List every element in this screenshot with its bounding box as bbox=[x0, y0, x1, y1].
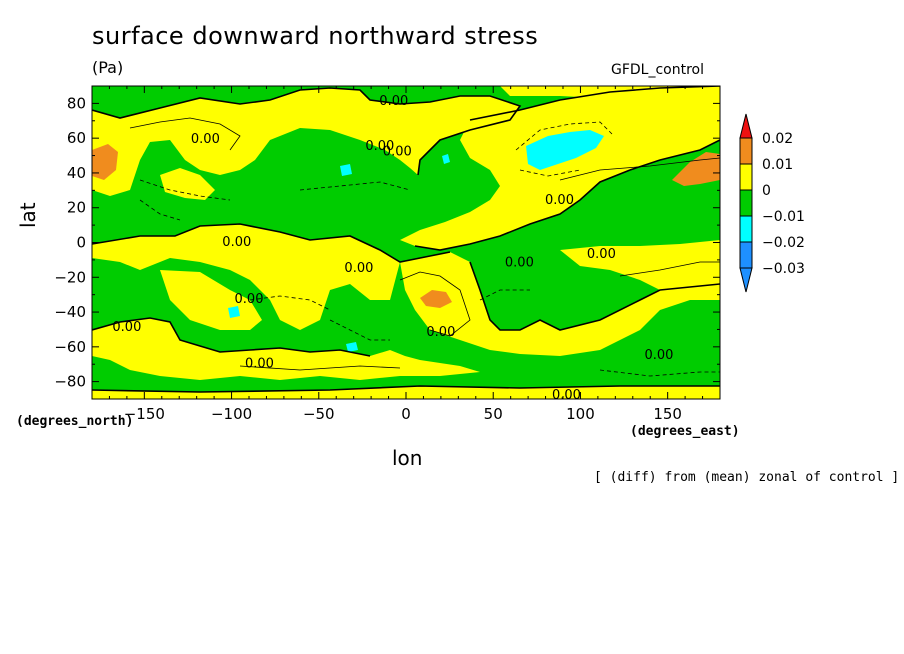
zero-contour-lines bbox=[92, 86, 720, 393]
x-tick-label: 100 bbox=[566, 405, 595, 423]
neg-contour-9 bbox=[479, 289, 530, 301]
contour-label: 0.00 bbox=[545, 193, 574, 208]
colorbar-label: 0 bbox=[762, 183, 771, 199]
zero-contour-eurasia bbox=[469, 86, 720, 121]
x-axis-label: lon bbox=[392, 446, 423, 470]
diff-note: [ (diff) from (mean) zonal of control ] bbox=[594, 470, 900, 485]
x-axis-ticks: −150 −100 −50 0 50 100 150 bbox=[108, 86, 704, 423]
contour-label: 0.00 bbox=[644, 348, 673, 363]
zero-contour-north bbox=[92, 87, 522, 176]
contour-label: 0.00 bbox=[552, 388, 581, 403]
neg-contour-8 bbox=[139, 199, 181, 221]
orange-region-east-45n bbox=[672, 152, 720, 186]
pos-contour-3 bbox=[399, 271, 471, 337]
cyan-region-arctic-small bbox=[442, 154, 450, 164]
y-tick-label: 60 bbox=[67, 129, 86, 147]
yellow-region-south-atlantic bbox=[400, 252, 720, 356]
zero-contour-antarctic bbox=[92, 385, 720, 393]
colorbar-swatch bbox=[739, 163, 753, 191]
x-tick-label: −50 bbox=[303, 405, 335, 423]
contour-label: 0.00 bbox=[191, 132, 220, 147]
chart-units: (Pa) bbox=[92, 58, 124, 77]
contour-label: 0.00 bbox=[365, 139, 394, 154]
y-axis-ticks: 80 60 40 20 0 −20 −40 −60 −80 bbox=[54, 94, 720, 391]
colorbar-swatch bbox=[739, 189, 753, 217]
colorbar-label: −0.03 bbox=[762, 261, 805, 277]
pos-contour-4 bbox=[619, 261, 720, 277]
zero-contour-diagonal bbox=[414, 139, 720, 251]
contour-label: 0.00 bbox=[426, 325, 455, 340]
x-axis-units: (degrees_east) bbox=[630, 424, 740, 439]
yellow-region-tropical-pacific bbox=[92, 224, 400, 330]
contour-label: 0.00 bbox=[383, 144, 412, 159]
pos-contour-1 bbox=[129, 117, 241, 151]
pos-contour-5 bbox=[239, 365, 401, 371]
colorbar-label: 0.01 bbox=[762, 157, 793, 173]
cyan-region-asia-60n bbox=[526, 130, 604, 170]
y-tick-label: −80 bbox=[54, 373, 86, 391]
contour-label: 0.00 bbox=[222, 235, 251, 250]
y-tick-label: −60 bbox=[54, 338, 86, 356]
x-tick-label: −150 bbox=[124, 405, 165, 423]
yellow-region-north-america bbox=[160, 168, 215, 200]
pos-contour-2 bbox=[559, 157, 720, 181]
cyan-region-south-pacific bbox=[228, 306, 240, 318]
y-tick-label: −20 bbox=[54, 268, 86, 286]
x-tick-label: 0 bbox=[401, 405, 411, 423]
colorbar-swatch bbox=[739, 215, 753, 243]
orange-region-south-atlantic bbox=[420, 290, 452, 308]
x-tick-label: −100 bbox=[211, 405, 252, 423]
neg-contour-5 bbox=[249, 295, 331, 311]
y-tick-label: 80 bbox=[67, 94, 86, 112]
orange-region-west-60n bbox=[92, 144, 118, 180]
colorbar-over-triangle bbox=[739, 113, 753, 139]
x-tick-label: 50 bbox=[484, 405, 503, 423]
yellow-region-indian-east bbox=[560, 240, 720, 290]
contour-label: 0.00 bbox=[112, 320, 141, 335]
field-contour-fills bbox=[92, 86, 720, 399]
chart-title: surface downward northward stress bbox=[92, 22, 539, 50]
yellow-region-north-band bbox=[92, 88, 520, 196]
yellow-region-arctic-east bbox=[500, 86, 720, 100]
zero-contour-atlantic bbox=[469, 261, 720, 331]
neg-contour-4 bbox=[519, 169, 581, 177]
contour-label: 0.00 bbox=[235, 292, 264, 307]
colorbar-label: 0.02 bbox=[762, 131, 793, 147]
minor-contour-lines bbox=[129, 117, 720, 377]
contour-label: 0.00 bbox=[587, 247, 616, 262]
y-tick-label: −40 bbox=[54, 303, 86, 321]
y-tick-label: 40 bbox=[67, 164, 86, 182]
colorbar-swatch bbox=[739, 137, 753, 165]
source-label: GFDL_control bbox=[611, 62, 705, 78]
contour-label: 0.00 bbox=[379, 94, 408, 109]
neg-contour-1 bbox=[139, 179, 231, 201]
zero-contour-south bbox=[92, 317, 371, 357]
colorbar-under-triangle bbox=[739, 267, 753, 293]
cyan-region-north-pacific bbox=[340, 164, 352, 176]
contour-label: 0.00 bbox=[344, 261, 373, 276]
colorbar-label: −0.01 bbox=[762, 209, 805, 225]
x-tick-label: 150 bbox=[653, 405, 682, 423]
y-tick-label: 20 bbox=[67, 199, 86, 217]
colorbar-label: −0.02 bbox=[762, 235, 805, 251]
contour-label: 0.00 bbox=[505, 256, 534, 271]
y-axis-units: (degrees_north) bbox=[16, 414, 134, 429]
y-tick-label: 0 bbox=[76, 234, 86, 252]
cyan-region-south-atlantic bbox=[346, 342, 358, 352]
contour-labels: 0.000.00 0.000.000.000.000.00 0.000.000.00… bbox=[112, 94, 673, 403]
yellow-region-small-patch bbox=[456, 296, 476, 312]
colorbar: 0.02 0.01 0 −0.01 −0.02 −0.03 bbox=[739, 113, 805, 293]
colorbar-swatch bbox=[739, 241, 753, 269]
contour-label: 0.00 bbox=[245, 356, 274, 371]
zero-contour-tropics bbox=[92, 223, 451, 263]
